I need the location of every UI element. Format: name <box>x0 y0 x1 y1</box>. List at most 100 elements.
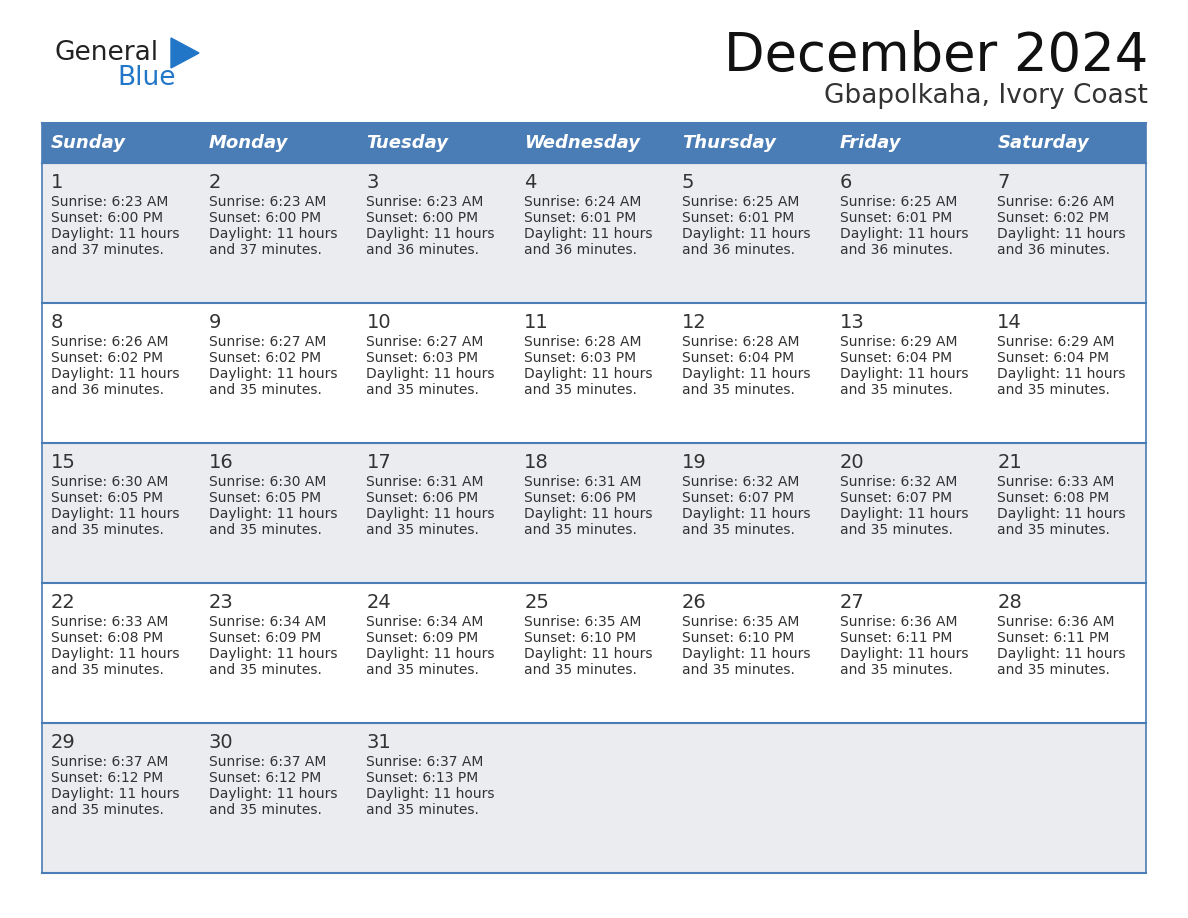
Text: and 35 minutes.: and 35 minutes. <box>366 663 479 677</box>
Bar <box>200 443 358 583</box>
Text: Sunrise: 6:25 AM: Sunrise: 6:25 AM <box>682 195 800 209</box>
Bar <box>830 123 988 163</box>
Text: Daylight: 11 hours: Daylight: 11 hours <box>997 367 1126 381</box>
Bar <box>358 163 516 303</box>
Text: Daylight: 11 hours: Daylight: 11 hours <box>209 787 337 801</box>
Bar <box>42 303 200 443</box>
Bar <box>42 163 200 303</box>
Text: 26: 26 <box>682 593 707 612</box>
Text: Sunrise: 6:36 AM: Sunrise: 6:36 AM <box>997 615 1114 629</box>
Text: Sunset: 6:08 PM: Sunset: 6:08 PM <box>51 631 163 645</box>
Bar <box>42 443 200 583</box>
Text: Sunrise: 6:37 AM: Sunrise: 6:37 AM <box>51 755 169 769</box>
Text: Sunset: 6:10 PM: Sunset: 6:10 PM <box>524 631 637 645</box>
Text: Sunrise: 6:35 AM: Sunrise: 6:35 AM <box>524 615 642 629</box>
Bar <box>516 443 672 583</box>
Text: Monday: Monday <box>209 134 287 152</box>
Text: Sunrise: 6:32 AM: Sunrise: 6:32 AM <box>840 475 958 489</box>
Text: Saturday: Saturday <box>997 134 1089 152</box>
Text: Daylight: 11 hours: Daylight: 11 hours <box>51 647 179 661</box>
Text: Sunset: 6:07 PM: Sunset: 6:07 PM <box>682 491 794 505</box>
Text: 7: 7 <box>997 173 1010 192</box>
Text: 4: 4 <box>524 173 537 192</box>
Text: and 35 minutes.: and 35 minutes. <box>840 663 953 677</box>
Text: and 35 minutes.: and 35 minutes. <box>209 803 322 817</box>
Bar <box>42 723 200 873</box>
Text: Sunset: 6:02 PM: Sunset: 6:02 PM <box>209 351 321 365</box>
Text: Daylight: 11 hours: Daylight: 11 hours <box>209 647 337 661</box>
Text: Sunrise: 6:26 AM: Sunrise: 6:26 AM <box>51 335 169 349</box>
Text: 30: 30 <box>209 733 233 752</box>
Bar <box>358 303 516 443</box>
Text: and 35 minutes.: and 35 minutes. <box>209 383 322 397</box>
Text: Sunrise: 6:34 AM: Sunrise: 6:34 AM <box>209 615 326 629</box>
Text: and 36 minutes.: and 36 minutes. <box>682 243 795 257</box>
Text: 11: 11 <box>524 313 549 332</box>
Text: and 35 minutes.: and 35 minutes. <box>51 663 164 677</box>
Bar <box>516 303 672 443</box>
Text: Sunset: 6:02 PM: Sunset: 6:02 PM <box>51 351 163 365</box>
Text: 13: 13 <box>840 313 865 332</box>
Text: Sunset: 6:00 PM: Sunset: 6:00 PM <box>209 211 321 225</box>
Text: Daylight: 11 hours: Daylight: 11 hours <box>366 787 495 801</box>
Bar <box>516 123 672 163</box>
Text: and 35 minutes.: and 35 minutes. <box>840 523 953 537</box>
Text: General: General <box>55 40 159 66</box>
Text: 5: 5 <box>682 173 694 192</box>
Text: Sunrise: 6:29 AM: Sunrise: 6:29 AM <box>997 335 1114 349</box>
Text: Sunset: 6:06 PM: Sunset: 6:06 PM <box>524 491 637 505</box>
Text: and 35 minutes.: and 35 minutes. <box>524 383 637 397</box>
Text: Daylight: 11 hours: Daylight: 11 hours <box>840 227 968 241</box>
Text: Daylight: 11 hours: Daylight: 11 hours <box>366 367 495 381</box>
Bar <box>988 443 1146 583</box>
Text: Sunset: 6:06 PM: Sunset: 6:06 PM <box>366 491 479 505</box>
Text: Sunrise: 6:25 AM: Sunrise: 6:25 AM <box>840 195 958 209</box>
Text: Sunrise: 6:27 AM: Sunrise: 6:27 AM <box>366 335 484 349</box>
Bar <box>200 723 358 873</box>
Bar <box>516 583 672 723</box>
Text: Sunset: 6:03 PM: Sunset: 6:03 PM <box>366 351 479 365</box>
Text: 27: 27 <box>840 593 865 612</box>
Text: Sunset: 6:01 PM: Sunset: 6:01 PM <box>524 211 637 225</box>
Text: 15: 15 <box>51 453 76 472</box>
Text: Daylight: 11 hours: Daylight: 11 hours <box>51 507 179 521</box>
Text: Daylight: 11 hours: Daylight: 11 hours <box>682 227 810 241</box>
Text: Daylight: 11 hours: Daylight: 11 hours <box>209 367 337 381</box>
Text: Sunset: 6:02 PM: Sunset: 6:02 PM <box>997 211 1110 225</box>
Text: 9: 9 <box>209 313 221 332</box>
Text: Sunrise: 6:26 AM: Sunrise: 6:26 AM <box>997 195 1114 209</box>
Text: 25: 25 <box>524 593 549 612</box>
Bar <box>830 163 988 303</box>
Text: 29: 29 <box>51 733 76 752</box>
Text: Daylight: 11 hours: Daylight: 11 hours <box>997 227 1126 241</box>
Text: Daylight: 11 hours: Daylight: 11 hours <box>209 507 337 521</box>
Text: Sunset: 6:12 PM: Sunset: 6:12 PM <box>51 771 163 785</box>
Text: and 35 minutes.: and 35 minutes. <box>682 663 795 677</box>
Text: 31: 31 <box>366 733 391 752</box>
Text: Sunset: 6:05 PM: Sunset: 6:05 PM <box>209 491 321 505</box>
Text: Sunset: 6:12 PM: Sunset: 6:12 PM <box>209 771 321 785</box>
Text: Sunday: Sunday <box>51 134 126 152</box>
Text: Daylight: 11 hours: Daylight: 11 hours <box>840 647 968 661</box>
Text: Sunset: 6:04 PM: Sunset: 6:04 PM <box>682 351 794 365</box>
Text: Sunset: 6:10 PM: Sunset: 6:10 PM <box>682 631 794 645</box>
Text: 10: 10 <box>366 313 391 332</box>
Bar <box>200 123 358 163</box>
Text: and 35 minutes.: and 35 minutes. <box>840 383 953 397</box>
Text: Sunset: 6:09 PM: Sunset: 6:09 PM <box>209 631 321 645</box>
Text: Daylight: 11 hours: Daylight: 11 hours <box>840 507 968 521</box>
Text: Sunrise: 6:34 AM: Sunrise: 6:34 AM <box>366 615 484 629</box>
Bar <box>988 303 1146 443</box>
Text: Sunrise: 6:36 AM: Sunrise: 6:36 AM <box>840 615 958 629</box>
Text: 23: 23 <box>209 593 234 612</box>
Text: and 36 minutes.: and 36 minutes. <box>366 243 480 257</box>
Bar <box>516 723 672 873</box>
Bar <box>672 443 830 583</box>
Text: Gbapolkaha, Ivory Coast: Gbapolkaha, Ivory Coast <box>824 83 1148 109</box>
Text: Daylight: 11 hours: Daylight: 11 hours <box>524 647 652 661</box>
Bar <box>672 303 830 443</box>
Text: Sunset: 6:03 PM: Sunset: 6:03 PM <box>524 351 637 365</box>
Text: 6: 6 <box>840 173 852 192</box>
Text: 16: 16 <box>209 453 234 472</box>
Text: Sunrise: 6:33 AM: Sunrise: 6:33 AM <box>51 615 169 629</box>
